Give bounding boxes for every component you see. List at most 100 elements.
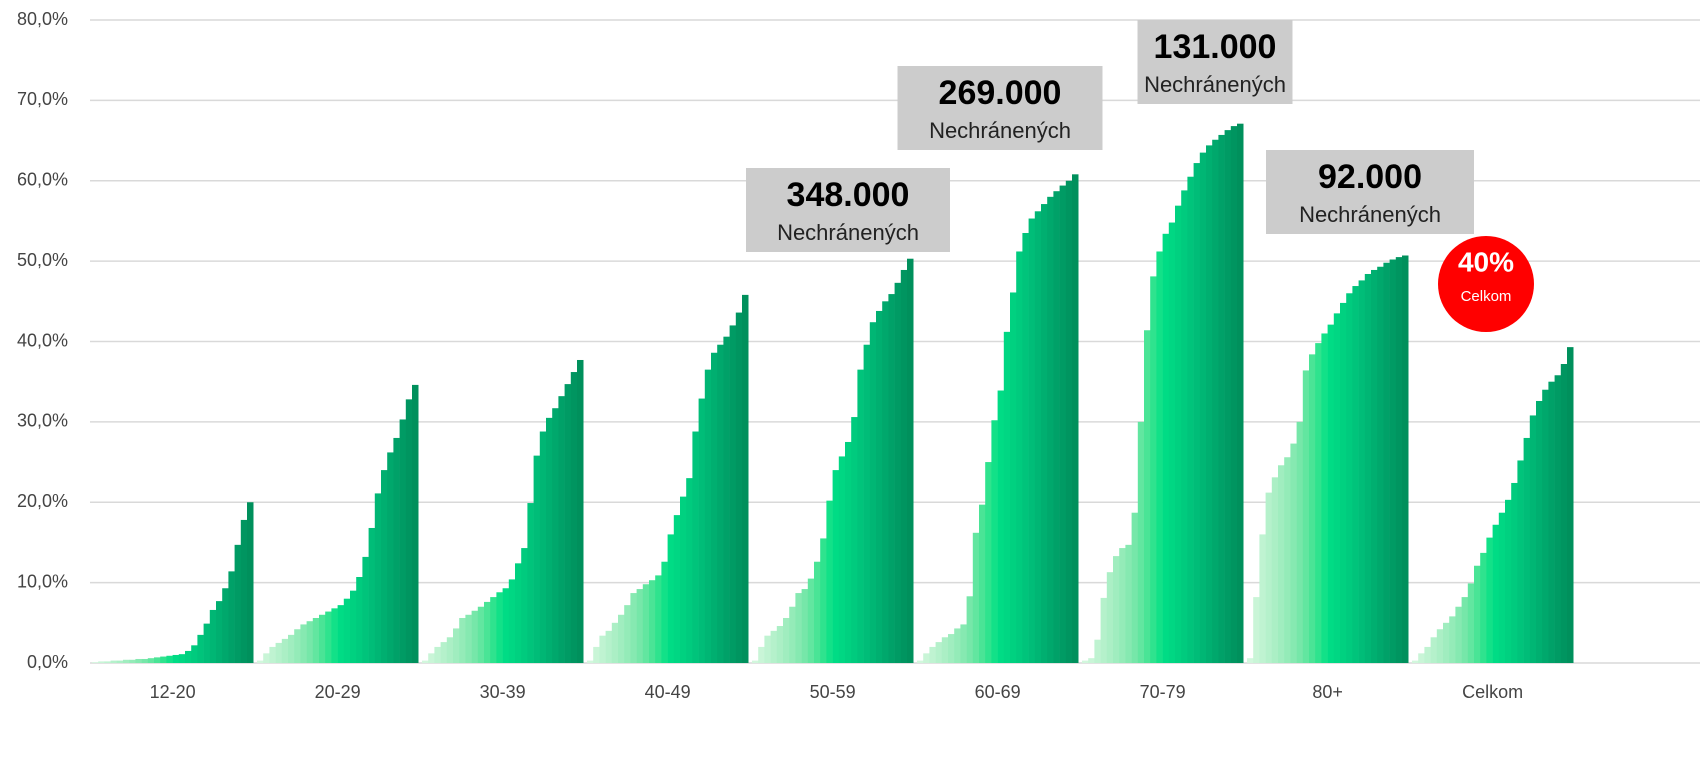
bar xyxy=(907,258,914,663)
bar xyxy=(1072,174,1079,663)
bar xyxy=(966,596,974,663)
x-tick-label: 30-39 xyxy=(480,682,526,702)
x-tick-label: 20-29 xyxy=(315,682,361,702)
bar xyxy=(1327,324,1335,663)
bar xyxy=(832,470,840,663)
bar xyxy=(1224,130,1232,663)
badge-label: Celkom xyxy=(1461,288,1512,305)
bar xyxy=(477,606,485,663)
bar xyxy=(92,662,99,663)
bar xyxy=(1041,204,1048,663)
bar xyxy=(527,503,534,663)
bar xyxy=(1065,180,1073,663)
annotation: 269.000 Nechránených xyxy=(897,66,1103,150)
bar xyxy=(1253,597,1260,663)
bar xyxy=(923,653,930,663)
bar xyxy=(605,630,613,663)
bar xyxy=(1125,544,1132,663)
bar xyxy=(1137,421,1145,663)
bar xyxy=(752,660,759,663)
annotation-label: Nechránených xyxy=(929,118,1071,143)
x-tick-label: 50-59 xyxy=(810,682,856,702)
bar xyxy=(826,500,833,663)
bar xyxy=(178,654,186,663)
bar xyxy=(1034,211,1042,664)
bar xyxy=(1474,565,1481,663)
bar xyxy=(1364,273,1372,663)
bar xyxy=(147,658,155,663)
bar xyxy=(692,431,699,663)
bar xyxy=(985,462,992,663)
bar xyxy=(1333,313,1341,663)
bar xyxy=(935,642,943,663)
badge-value: 40% xyxy=(1458,246,1514,277)
bar xyxy=(667,534,675,663)
bar xyxy=(979,504,986,663)
bar xyxy=(1383,262,1390,663)
bar xyxy=(1412,660,1419,663)
annotation: 92.000 Nechránených xyxy=(1266,150,1474,234)
annotation-value: 92.000 xyxy=(1318,158,1422,196)
bar xyxy=(917,660,924,663)
bar xyxy=(1010,292,1017,663)
bar xyxy=(1511,482,1518,663)
x-tick-label: 70-79 xyxy=(1140,682,1186,702)
bar xyxy=(502,588,510,663)
bar xyxy=(1265,492,1273,663)
bar xyxy=(533,455,541,663)
bar xyxy=(123,659,130,663)
bar xyxy=(1150,276,1157,663)
bar xyxy=(319,614,326,663)
bar xyxy=(350,590,357,663)
bar xyxy=(234,544,242,663)
bar xyxy=(1389,259,1397,663)
bar xyxy=(160,656,167,663)
bar xyxy=(1047,196,1054,663)
bar xyxy=(1016,251,1023,664)
bar xyxy=(1554,375,1562,663)
x-tick-label: 40-49 xyxy=(645,682,691,702)
bar xyxy=(539,431,547,663)
bar xyxy=(1461,597,1469,663)
bar xyxy=(1467,583,1475,663)
bar xyxy=(166,655,173,663)
bar xyxy=(888,294,895,663)
bar xyxy=(723,336,730,663)
bar xyxy=(686,478,693,663)
annotation-label: Nechránených xyxy=(1144,72,1286,97)
bar xyxy=(1424,646,1431,663)
y-tick-label: 0,0% xyxy=(27,652,68,672)
bar xyxy=(587,660,594,663)
bar xyxy=(655,575,662,663)
bar xyxy=(104,661,111,663)
bar xyxy=(611,622,619,663)
annotation-box xyxy=(897,66,1103,150)
annotation-value: 348.000 xyxy=(787,176,910,214)
bar xyxy=(459,617,466,663)
bar xyxy=(876,310,883,663)
bar xyxy=(228,571,235,663)
annotation-box xyxy=(1266,150,1474,234)
bar xyxy=(446,637,454,663)
bar xyxy=(820,538,827,663)
bar xyxy=(300,624,307,663)
bar xyxy=(1230,126,1238,664)
bar xyxy=(1505,499,1512,663)
bar xyxy=(1492,524,1500,663)
bar xyxy=(1302,370,1310,663)
bar xyxy=(1271,477,1279,663)
annotation: 348.000 Nechránených xyxy=(746,168,950,252)
bar xyxy=(1430,637,1438,663)
bar xyxy=(776,626,784,663)
bar xyxy=(1536,400,1543,663)
bar xyxy=(661,561,668,663)
y-tick-label: 50,0% xyxy=(17,250,68,270)
y-tick-label: 30,0% xyxy=(17,411,68,431)
bar xyxy=(1059,185,1067,663)
bar xyxy=(490,597,497,663)
bar xyxy=(1443,622,1450,663)
x-tick-label: 80+ xyxy=(1312,682,1343,702)
bar xyxy=(1113,556,1120,663)
y-tick-label: 60,0% xyxy=(17,170,68,190)
